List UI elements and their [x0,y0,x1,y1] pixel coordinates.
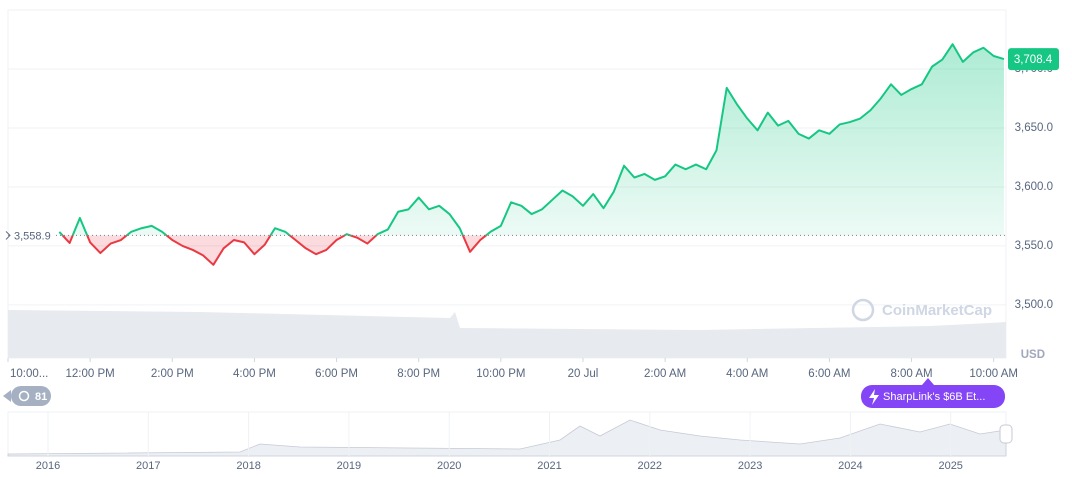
area-down [62,235,487,265]
x-tick-label: 12:00 PM [66,368,115,380]
year-label: 2025 [938,460,962,472]
badge-count: 81 [35,391,47,403]
x-tick-label: 6:00 AM [808,368,850,380]
y-tick-label: 3,550.0 [1015,240,1053,252]
x-tick-label: 4:00 AM [726,368,768,380]
x-tick-label: 20 Jul [568,368,599,380]
y-tick-label: 3,600.0 [1015,181,1053,193]
x-tick-label: 8:00 PM [397,368,440,380]
year-label: 2024 [838,460,862,472]
price-line-down [61,235,488,266]
event-text: SharpLink's $6B Et... [883,391,985,403]
year-label: 2018 [236,460,260,472]
x-tick-label: 6:00 PM [315,368,358,380]
year-label: 2019 [337,460,361,472]
baseline-label: 3,558.9 [14,230,51,242]
y-unit: USD [1021,349,1045,361]
badge[interactable]: 81 [3,386,51,406]
x-tick-label: 10:00... [10,368,48,380]
baseline-label-bg [10,226,56,245]
price-line-up [58,43,1005,236]
area-up [59,44,1004,236]
y-tick-label: 3,500.0 [1015,299,1053,311]
year-label: 2021 [537,460,561,472]
x-tick-label: 10:00 PM [476,368,525,380]
watermark-text: CoinMarketCap [882,302,992,319]
last-price-tag [1008,48,1059,71]
last-price-label: 3,708.4 [1014,54,1053,66]
y-tick-label: 3,650.0 [1015,122,1053,134]
baseline-arrow [5,231,11,240]
x-tick-label: 2:00 PM [151,368,194,380]
x-tick-label: 2:00 AM [644,368,686,380]
x-tick-label: 10:00 AM [969,368,1018,380]
year-label: 2023 [738,460,762,472]
navigator-area [7,419,1007,457]
plot [8,43,1006,266]
x-tick-label: 4:00 PM [233,368,276,380]
x-tick-label: 8:00 AM [890,368,932,380]
year-label: 2016 [36,460,60,472]
event-badge[interactable]: SharpLink's $6B Et... [861,378,1005,408]
navigator-handle[interactable] [999,424,1013,444]
watermark: CoinMarketCap [851,298,992,322]
navigator-axis: 2016 2017 2018 2019 2020 2021 2022 2023 2024 2025 [36,412,963,472]
year-label: 2022 [638,460,662,472]
volume-band [8,310,1006,358]
year-label: 2017 [136,460,160,472]
year-label: 2020 [437,460,461,472]
